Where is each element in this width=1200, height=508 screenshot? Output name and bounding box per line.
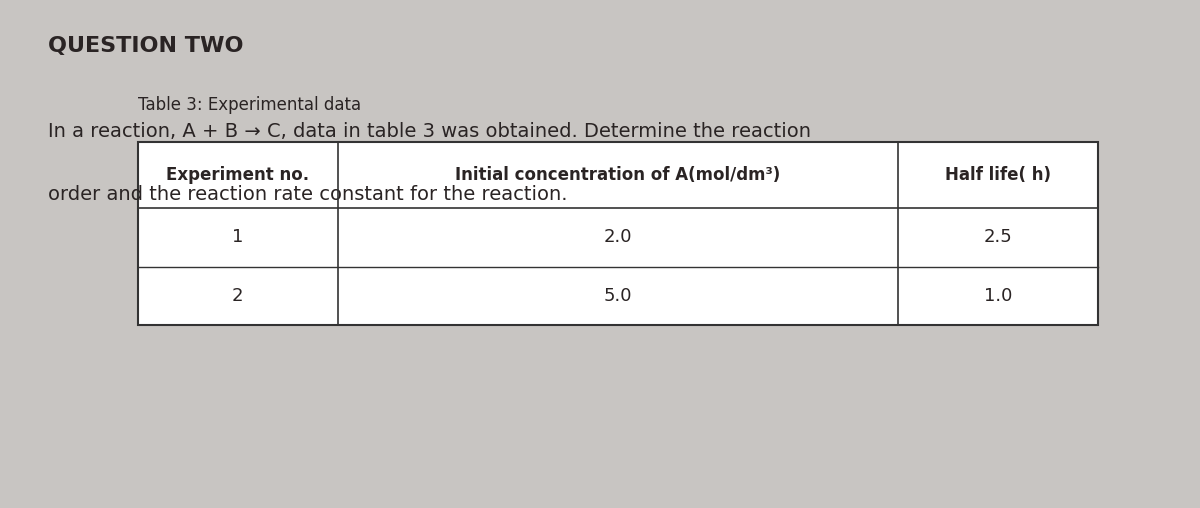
- Text: 1: 1: [232, 229, 244, 246]
- Text: 5.0: 5.0: [604, 287, 632, 305]
- Bar: [138, 142, 1098, 325]
- Text: Table 3: Experimental data: Table 3: Experimental data: [138, 97, 361, 114]
- Text: Experiment no.: Experiment no.: [167, 166, 310, 184]
- Text: Initial concentration of A(mol/dm³): Initial concentration of A(mol/dm³): [455, 166, 781, 184]
- Text: Half life( h): Half life( h): [946, 166, 1051, 184]
- Text: 2.5: 2.5: [984, 229, 1013, 246]
- Text: order and the reaction rate constant for the reaction.: order and the reaction rate constant for…: [48, 185, 568, 204]
- Text: 2.0: 2.0: [604, 229, 632, 246]
- Text: 1.0: 1.0: [984, 287, 1013, 305]
- Text: QUESTION TWO: QUESTION TWO: [48, 36, 244, 55]
- Text: In a reaction, A + B → C, data in table 3 was obtained. Determine the reaction: In a reaction, A + B → C, data in table …: [48, 122, 811, 141]
- Text: 2: 2: [232, 287, 244, 305]
